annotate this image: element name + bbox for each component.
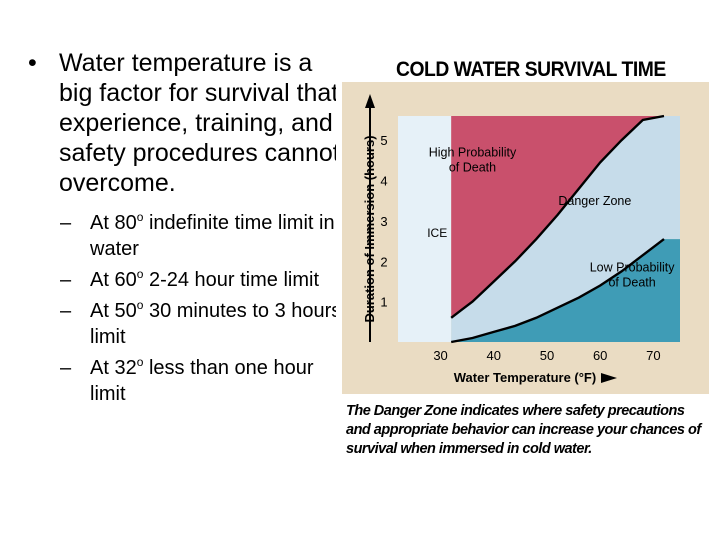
x-tick-label: 40	[487, 348, 501, 363]
main-bullet-text: Water temperature is a big factor for su…	[59, 49, 340, 197]
upper-boundary-curve	[450, 114, 665, 319]
y-tick-label: 3	[380, 214, 387, 229]
dash-marker: –	[60, 212, 72, 234]
main-bullet: • Water temperature is a big factor for …	[28, 48, 348, 198]
chart-panel: 1 2 3 4 5 30 40 50 60 70 Duration of Immersion (ho…	[342, 82, 709, 394]
y-tick-label: 2	[380, 254, 387, 269]
survival-figure: COLD WATER SURVIVAL TIME 1 2 3 4 5 30 40 50 60 70…	[336, 48, 716, 480]
sub-bullet-32: – At 32o less than one hour limit	[60, 355, 348, 407]
sub-bullet-text: At 60o 2-24 hour time limit	[90, 267, 320, 291]
dash-marker: –	[60, 269, 72, 291]
y-axis-arrow	[365, 94, 375, 108]
label-high-probability-of-death: High Probability of Death	[429, 145, 517, 174]
figure-caption: The Danger Zone indicates where safety p…	[346, 403, 701, 457]
region-danger-zone	[451, 116, 680, 342]
bullet-list: • Water temperature is a big factor for …	[28, 48, 348, 412]
y-tick-label: 4	[380, 174, 387, 189]
figure-title: COLD WATER SURVIVAL TIME	[396, 58, 666, 81]
label-danger-zone: Danger Zone	[558, 194, 631, 208]
x-tick-label: 50	[540, 348, 554, 363]
x-tick-label: 30	[433, 348, 447, 363]
sub-bullet-60: – At 60o 2-24 hour time limit	[60, 267, 348, 293]
x-axis-arrow	[601, 373, 617, 383]
x-axis-title: Water Temperature (°F)	[454, 370, 596, 385]
x-tick-label: 60	[593, 348, 607, 363]
sub-bullet-50: – At 50o 30 minutes to 3 hours limit	[60, 298, 348, 350]
bullet-marker: •	[28, 49, 37, 77]
region-low-probability-of-death	[451, 239, 680, 342]
sub-bullet-text: At 50o 30 minutes to 3 hours limit	[90, 298, 342, 348]
lower-boundary-curve	[450, 238, 665, 344]
y-tick-label: 5	[380, 133, 387, 148]
y-tick-label: 1	[380, 295, 387, 310]
sub-bullet-80: – At 80o indefinite time limit in water	[60, 210, 348, 262]
dash-marker: –	[60, 300, 72, 322]
sub-bullet-text: At 80o indefinite time limit in water	[90, 210, 335, 260]
label-ice: ICE	[427, 226, 447, 240]
survival-chart: 1 2 3 4 5 30 40 50 60 70 Duration of Immersion (ho…	[362, 94, 680, 385]
label-low-probability-of-death: Low Probability of Death	[590, 260, 676, 289]
sub-bullet-text: At 32o less than one hour limit	[90, 355, 314, 405]
region-ice	[398, 116, 452, 342]
y-axis-title: Duration of Immersion (hours)	[362, 135, 377, 322]
x-tick-label: 70	[646, 348, 660, 363]
dash-marker: –	[60, 357, 72, 379]
sub-bullet-list: – At 80o indefinite time limit in water …	[28, 210, 348, 407]
